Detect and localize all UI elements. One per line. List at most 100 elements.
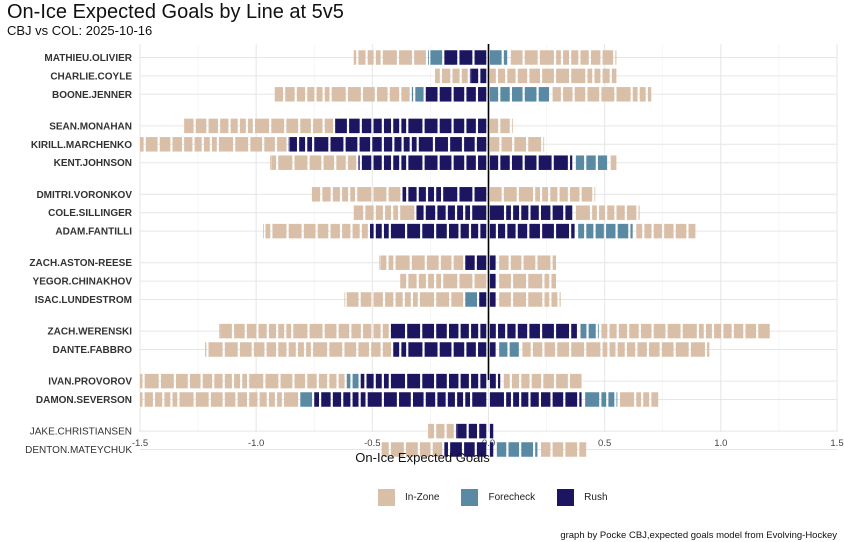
bar-chunk: [425, 205, 436, 220]
player-bar-damon-severson: [140, 392, 659, 407]
bar-chunk: [466, 87, 476, 102]
bar-chunk: [422, 323, 435, 339]
bar-chunk: [383, 118, 392, 134]
bar-chunk: [449, 323, 459, 339]
player-bar-kirill-marchenko: [140, 137, 545, 152]
bar-chunk: [321, 392, 331, 407]
chart-subtitle: CBJ vs COL: 2025-10-16: [7, 23, 153, 38]
bar-chunk: [489, 392, 504, 407]
bar-chunk: [524, 87, 537, 102]
bar-chunk: [367, 50, 374, 65]
bar-chunk: [517, 323, 528, 339]
legend-item-forecheck: Forecheck: [461, 489, 535, 506]
bar-chunk: [480, 68, 487, 84]
bar-chunk: [587, 87, 600, 102]
bar-chunk: [344, 342, 357, 357]
bar-chunk: [538, 155, 552, 170]
bar-chunk: [541, 205, 551, 220]
bar-chunk: [453, 118, 465, 134]
bar-chunk: [239, 342, 252, 357]
bar-chunk: [390, 442, 404, 457]
bar-chunk: [352, 373, 359, 389]
bar-chunk: [375, 373, 382, 389]
y-axis-label: ZACH.WERENSKI: [48, 327, 133, 338]
bar-chunk: [373, 292, 383, 307]
bar-chunk: [542, 223, 554, 239]
bar-chunk: [435, 68, 440, 84]
bar-chunk: [393, 155, 400, 170]
bar-chunk: [400, 273, 407, 289]
bar-chunk: [443, 273, 458, 289]
bar-chunk: [439, 87, 452, 102]
bar-chunk: [503, 50, 508, 65]
bar-chunk: [205, 342, 207, 357]
y-axis-label: ISAC.LUNDESTROM: [35, 295, 132, 306]
bar-chunk: [155, 392, 163, 407]
bar-chunk: [274, 87, 284, 102]
bar-chunk: [499, 292, 511, 307]
bar-chunk: [521, 205, 529, 220]
bar-chunk: [506, 205, 511, 220]
bar-chunk: [552, 205, 564, 220]
bar-chunk: [500, 118, 510, 134]
bar-chunk: [542, 323, 554, 339]
bar-chunk: [259, 392, 267, 407]
bar-chunk: [571, 68, 586, 84]
chart-caption: graph by Pocke CBJ,expected goals model …: [560, 530, 837, 541]
bar-chunk: [557, 342, 570, 357]
bar-chunk: [507, 323, 516, 339]
bar-chunk: [407, 223, 421, 239]
bar-chunk: [466, 342, 476, 357]
bar-chunk: [401, 155, 407, 170]
bar-chunk: [214, 373, 223, 389]
bar-chunk: [359, 137, 371, 152]
bar-chunk: [419, 292, 435, 307]
y-axis-label: DAMON.SEVERSON: [36, 395, 132, 406]
bar-chunk: [159, 137, 171, 152]
bar-chunk: [289, 137, 297, 152]
bar-chunk: [343, 392, 351, 407]
bar-chunk: [314, 392, 320, 407]
bar-chunk: [268, 392, 275, 407]
bar-chunk: [579, 442, 587, 457]
legend-item-in-zone: In-Zone: [378, 489, 439, 506]
bar-chunk: [360, 392, 366, 407]
bar-chunk: [758, 323, 770, 339]
bar-chunk: [543, 137, 545, 152]
bar-chunk: [288, 342, 296, 357]
bar-chunk: [373, 323, 381, 339]
bar-chunk: [436, 223, 447, 239]
bar-chunk: [258, 323, 267, 339]
bar-chunk: [189, 373, 201, 389]
bar-chunk: [705, 323, 712, 339]
bar-chunk: [436, 373, 447, 389]
legend: In-Zone Forecheck Rush: [378, 489, 630, 506]
bar-chunk: [406, 442, 418, 457]
bar-chunk: [530, 392, 539, 407]
y-axis-label: BOONE.JENNER: [52, 90, 133, 101]
bar-chunk: [394, 137, 402, 152]
bar-chunk: [489, 423, 494, 439]
y-axis-label: DENTON.MATEYCHUK: [25, 445, 132, 456]
bar-chunk: [453, 342, 465, 357]
bar-chunk: [550, 187, 558, 202]
bar-chunk: [376, 87, 388, 102]
player-bar-sean-monahan: [184, 118, 513, 134]
bar-chunk: [714, 323, 722, 339]
bar-chunk: [372, 137, 382, 152]
bar-chunk: [381, 442, 389, 457]
bar-chunk: [184, 118, 194, 134]
bar-chunk: [237, 392, 247, 407]
bar-chunk: [518, 187, 533, 202]
bar-chunk: [294, 373, 306, 389]
bar-chunk: [597, 323, 599, 339]
bar-chunk: [351, 323, 361, 339]
bar-chunk: [284, 392, 299, 407]
bar-chunk: [602, 50, 614, 65]
bar-chunk: [278, 155, 293, 170]
bar-chunk: [331, 87, 346, 102]
bar-chunk: [745, 323, 757, 339]
bar-chunk: [688, 223, 696, 239]
bar-chunk: [297, 342, 304, 357]
bar-chunk: [436, 187, 441, 202]
